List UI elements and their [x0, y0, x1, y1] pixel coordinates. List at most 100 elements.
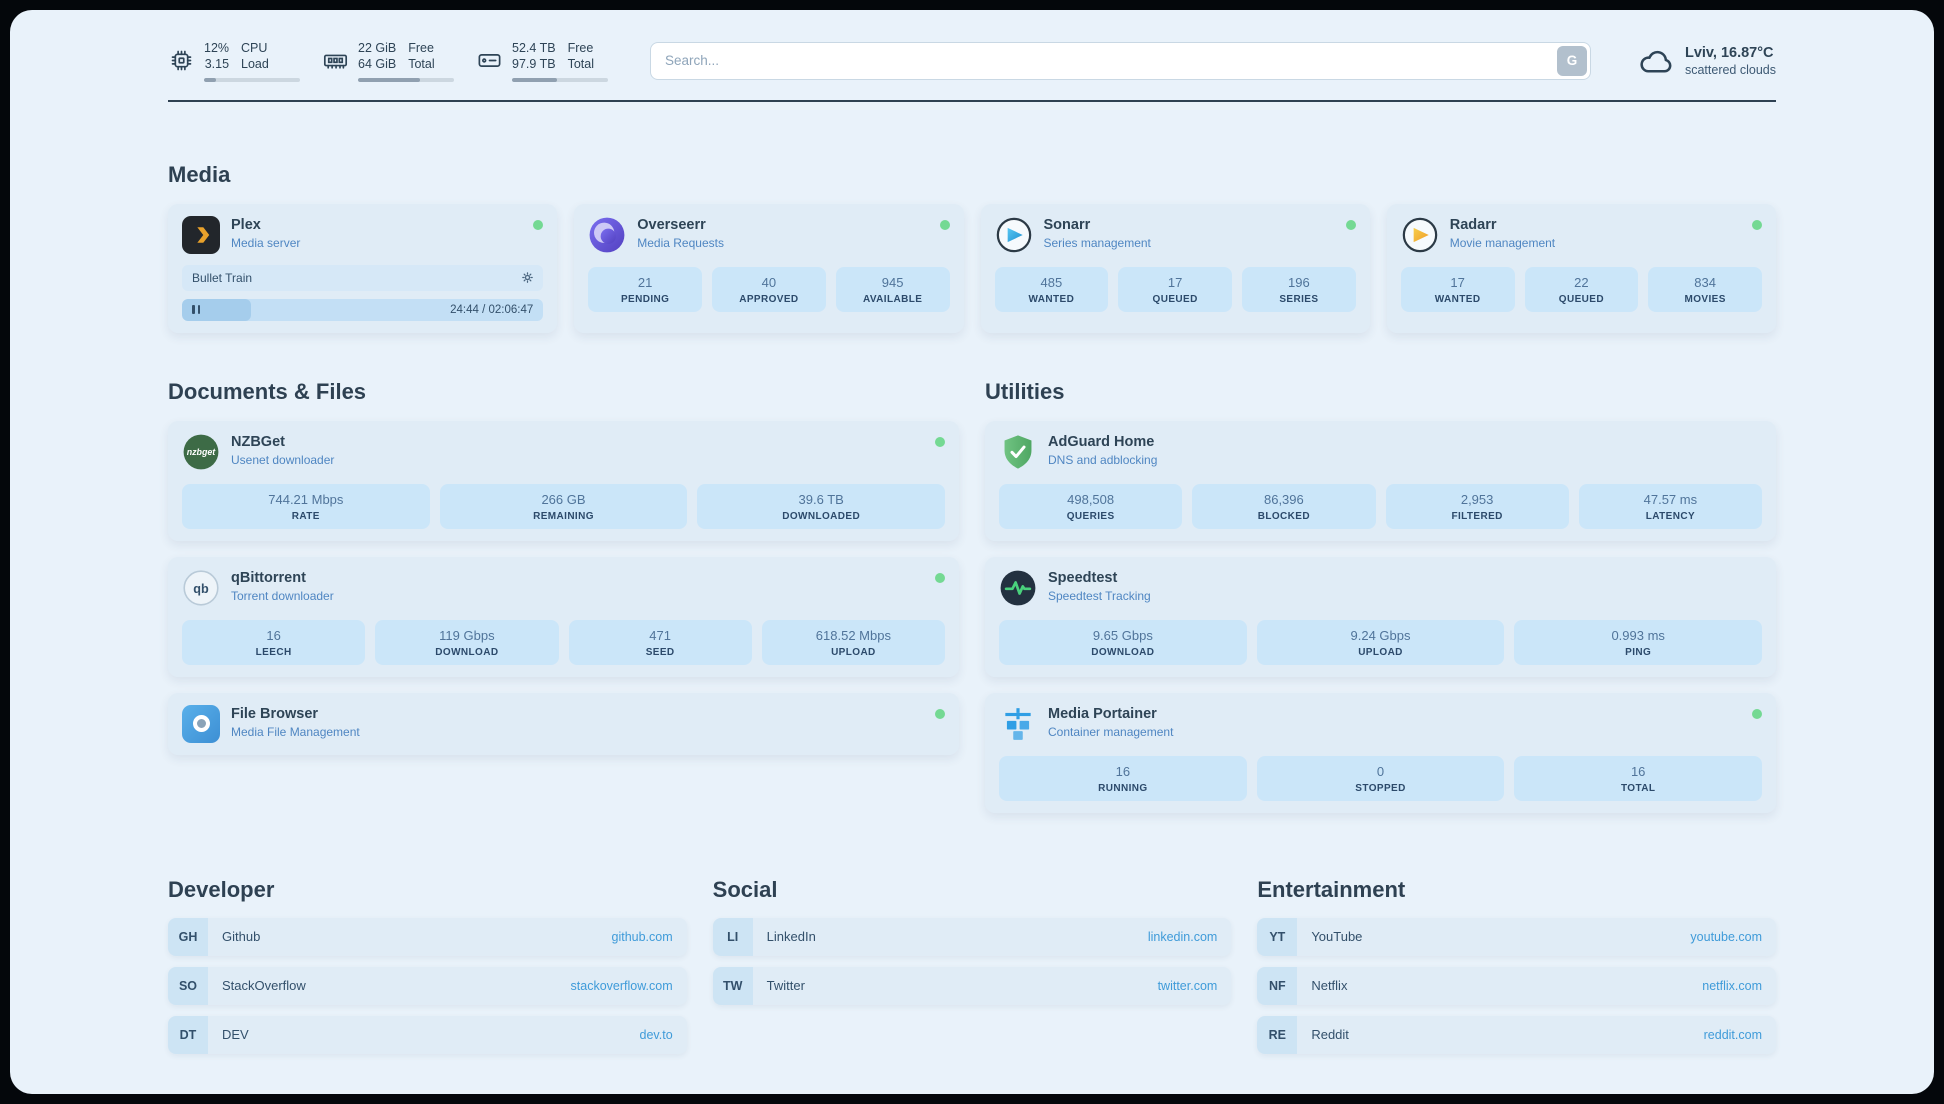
radarr-icon [1401, 216, 1439, 254]
stat-stopped: 0 STOPPED [1256, 755, 1505, 801]
service-card-nzbget[interactable]: nzbget NZBGet Usenet downloader 74 [168, 420, 959, 541]
bookmark-dev[interactable]: DT DEV dev.to [168, 1015, 687, 1054]
svg-text:qb: qb [193, 581, 209, 595]
service-name: Radarr [1449, 216, 1497, 233]
bookmark-abbr: NF [1257, 966, 1298, 1005]
service-name: Sonarr [1043, 216, 1091, 233]
bookmark-youtube[interactable]: YT YouTube youtube.com [1257, 917, 1776, 956]
stat-running: 16 RUNNING [999, 755, 1247, 801]
bookmark-netflix[interactable]: NF Netflix netflix.com [1257, 966, 1776, 1005]
overseerr-icon [588, 216, 626, 254]
cpu-widget: 12% 3.15 CPU Load [168, 40, 300, 82]
bookmark-abbr: RE [1257, 1015, 1298, 1054]
bookmark-stackoverflow[interactable]: SO StackOverflow stackoverflow.com [168, 966, 687, 1005]
stat-upload: 618.52 Mbps UPLOAD [761, 619, 945, 665]
stat-pending: 21 PENDING [588, 266, 702, 312]
bookmark-url[interactable]: dev.to [639, 1027, 673, 1042]
service-card-sonarr[interactable]: Sonarr Series management 485 WANTED 17 Q… [980, 203, 1370, 333]
section-entertainment: Entertainment YT YouTube youtube.com NF … [1257, 877, 1776, 1054]
bookmark-url[interactable]: reddit.com [1703, 1027, 1762, 1042]
status-dot [1752, 219, 1762, 230]
topbar: 12% 3.15 CPU Load [168, 40, 1776, 82]
stat-upload: 9.24 Gbps UPLOAD [1256, 619, 1505, 665]
stat-download: 119 Gbps DOWNLOAD [375, 619, 559, 665]
service-card-adguard[interactable]: AdGuard Home DNS and adblocking 498,508 … [985, 420, 1776, 541]
stat-download: 9.65 Gbps DOWNLOAD [999, 619, 1247, 665]
status-dot [935, 572, 945, 583]
bookmark-name: Reddit [1311, 1027, 1349, 1042]
disk-widget: 52.4 TB 97.9 TB Free Total [476, 40, 608, 82]
plex-now-playing: Bullet Train [182, 264, 544, 291]
service-description: DNS and adblocking [1048, 452, 1158, 467]
bookmark-abbr: GH [168, 917, 208, 956]
bookmark-abbr: LI [712, 917, 753, 956]
memory-total-label: Total [408, 57, 435, 72]
svg-text:nzbget: nzbget [187, 447, 217, 457]
bookmark-url[interactable]: linkedin.com [1147, 929, 1218, 944]
stat-downloaded: 39.6 TB DOWNLOADED [697, 483, 946, 529]
service-name: qBittorrent [231, 569, 306, 586]
section-title-developer: Developer [168, 876, 275, 902]
stat-movies: 834 MOVIES [1648, 266, 1762, 312]
bookmark-twitter[interactable]: TW Twitter twitter.com [712, 966, 1232, 1005]
section-utilities: Utilities [985, 379, 1776, 813]
service-name: Overseerr [637, 216, 706, 233]
service-card-qbittorrent[interactable]: qb qBittorrent Torrent downloader [168, 556, 959, 677]
cloud-icon [1637, 42, 1675, 80]
service-card-plex[interactable]: Plex Media server Bullet Train [168, 203, 558, 333]
stat-approved: 40 APPROVED [712, 266, 826, 312]
dashboard-page: 12% 3.15 CPU Load [10, 10, 1934, 1094]
stat-series: 196 SERIES [1242, 266, 1356, 312]
memory-widget: 22 GiB 64 GiB Free Total [322, 40, 454, 82]
search-provider-button[interactable]: G [1556, 45, 1587, 76]
section-documents: Documents & Files nzbget [168, 379, 959, 755]
section-title-utilities: Utilities [985, 378, 1065, 404]
stat-leech: 16 LEECH [182, 619, 366, 665]
service-card-portainer[interactable]: Media Portainer Container management 16 … [985, 692, 1776, 813]
service-description: Torrent downloader [231, 588, 334, 603]
stat-filtered: 2,953 FILTERED [1385, 483, 1569, 529]
stat-queries: 498,508 QUERIES [999, 483, 1183, 529]
bookmark-url[interactable]: github.com [611, 929, 673, 944]
bookmark-url[interactable]: twitter.com [1157, 978, 1218, 993]
bookmark-abbr: SO [168, 966, 208, 1005]
stat-ping: 0.993 ms PING [1514, 619, 1763, 665]
search-input[interactable] [650, 41, 1591, 80]
service-description: Speedtest Tracking [1048, 588, 1151, 603]
service-description: Movie management [1449, 235, 1556, 250]
section-title-documents: Documents & Files [168, 378, 367, 404]
qbittorrent-icon: qb [182, 569, 220, 607]
bookmark-url[interactable]: netflix.com [1702, 978, 1762, 993]
stat-seed: 471 SEED [568, 619, 752, 665]
bookmark-name: Netflix [1311, 978, 1348, 993]
section-title-entertainment: Entertainment [1257, 876, 1406, 902]
bookmark-url[interactable]: stackoverflow.com [570, 978, 673, 993]
bookmark-name: DEV [222, 1027, 249, 1042]
service-card-speedtest[interactable]: Speedtest Speedtest Tracking 9.65 Gbps D… [985, 556, 1776, 677]
service-card-radarr[interactable]: Radarr Movie management 17 WANTED 22 QUE… [1386, 203, 1776, 333]
service-card-overseerr[interactable]: Overseerr Media Requests 21 PENDING 40 A… [574, 203, 964, 333]
status-dot [935, 436, 945, 447]
gear-icon[interactable] [520, 270, 535, 285]
status-dot [1752, 708, 1762, 719]
memory-progress-bar [358, 77, 454, 82]
adguard-icon [999, 433, 1037, 471]
stat-wanted: 17 WANTED [1400, 266, 1515, 312]
memory-total-value: 64 GiB [358, 57, 397, 72]
service-description: Media server [231, 235, 301, 250]
bookmark-reddit[interactable]: RE Reddit reddit.com [1257, 1015, 1776, 1054]
bookmark-github[interactable]: GH Github github.com [168, 917, 687, 956]
system-monitor-widgets: 12% 3.15 CPU Load [168, 40, 608, 82]
status-dot [533, 219, 544, 230]
bookmark-linkedin[interactable]: LI LinkedIn linkedin.com [712, 917, 1232, 956]
stream-progress-bar: 24:44 / 02:06:47 [182, 298, 544, 321]
status-dot [939, 219, 950, 230]
portainer-icon [999, 705, 1037, 743]
disk-total-label: Total [567, 57, 594, 72]
bookmark-url[interactable]: youtube.com [1690, 929, 1762, 944]
status-dot [1345, 219, 1356, 230]
filebrowser-icon [182, 704, 220, 743]
service-card-filebrowser[interactable]: File Browser Media File Management [168, 692, 959, 755]
section-media: Media Plex Media server [168, 162, 1776, 333]
stream-progress-fill [182, 298, 251, 321]
